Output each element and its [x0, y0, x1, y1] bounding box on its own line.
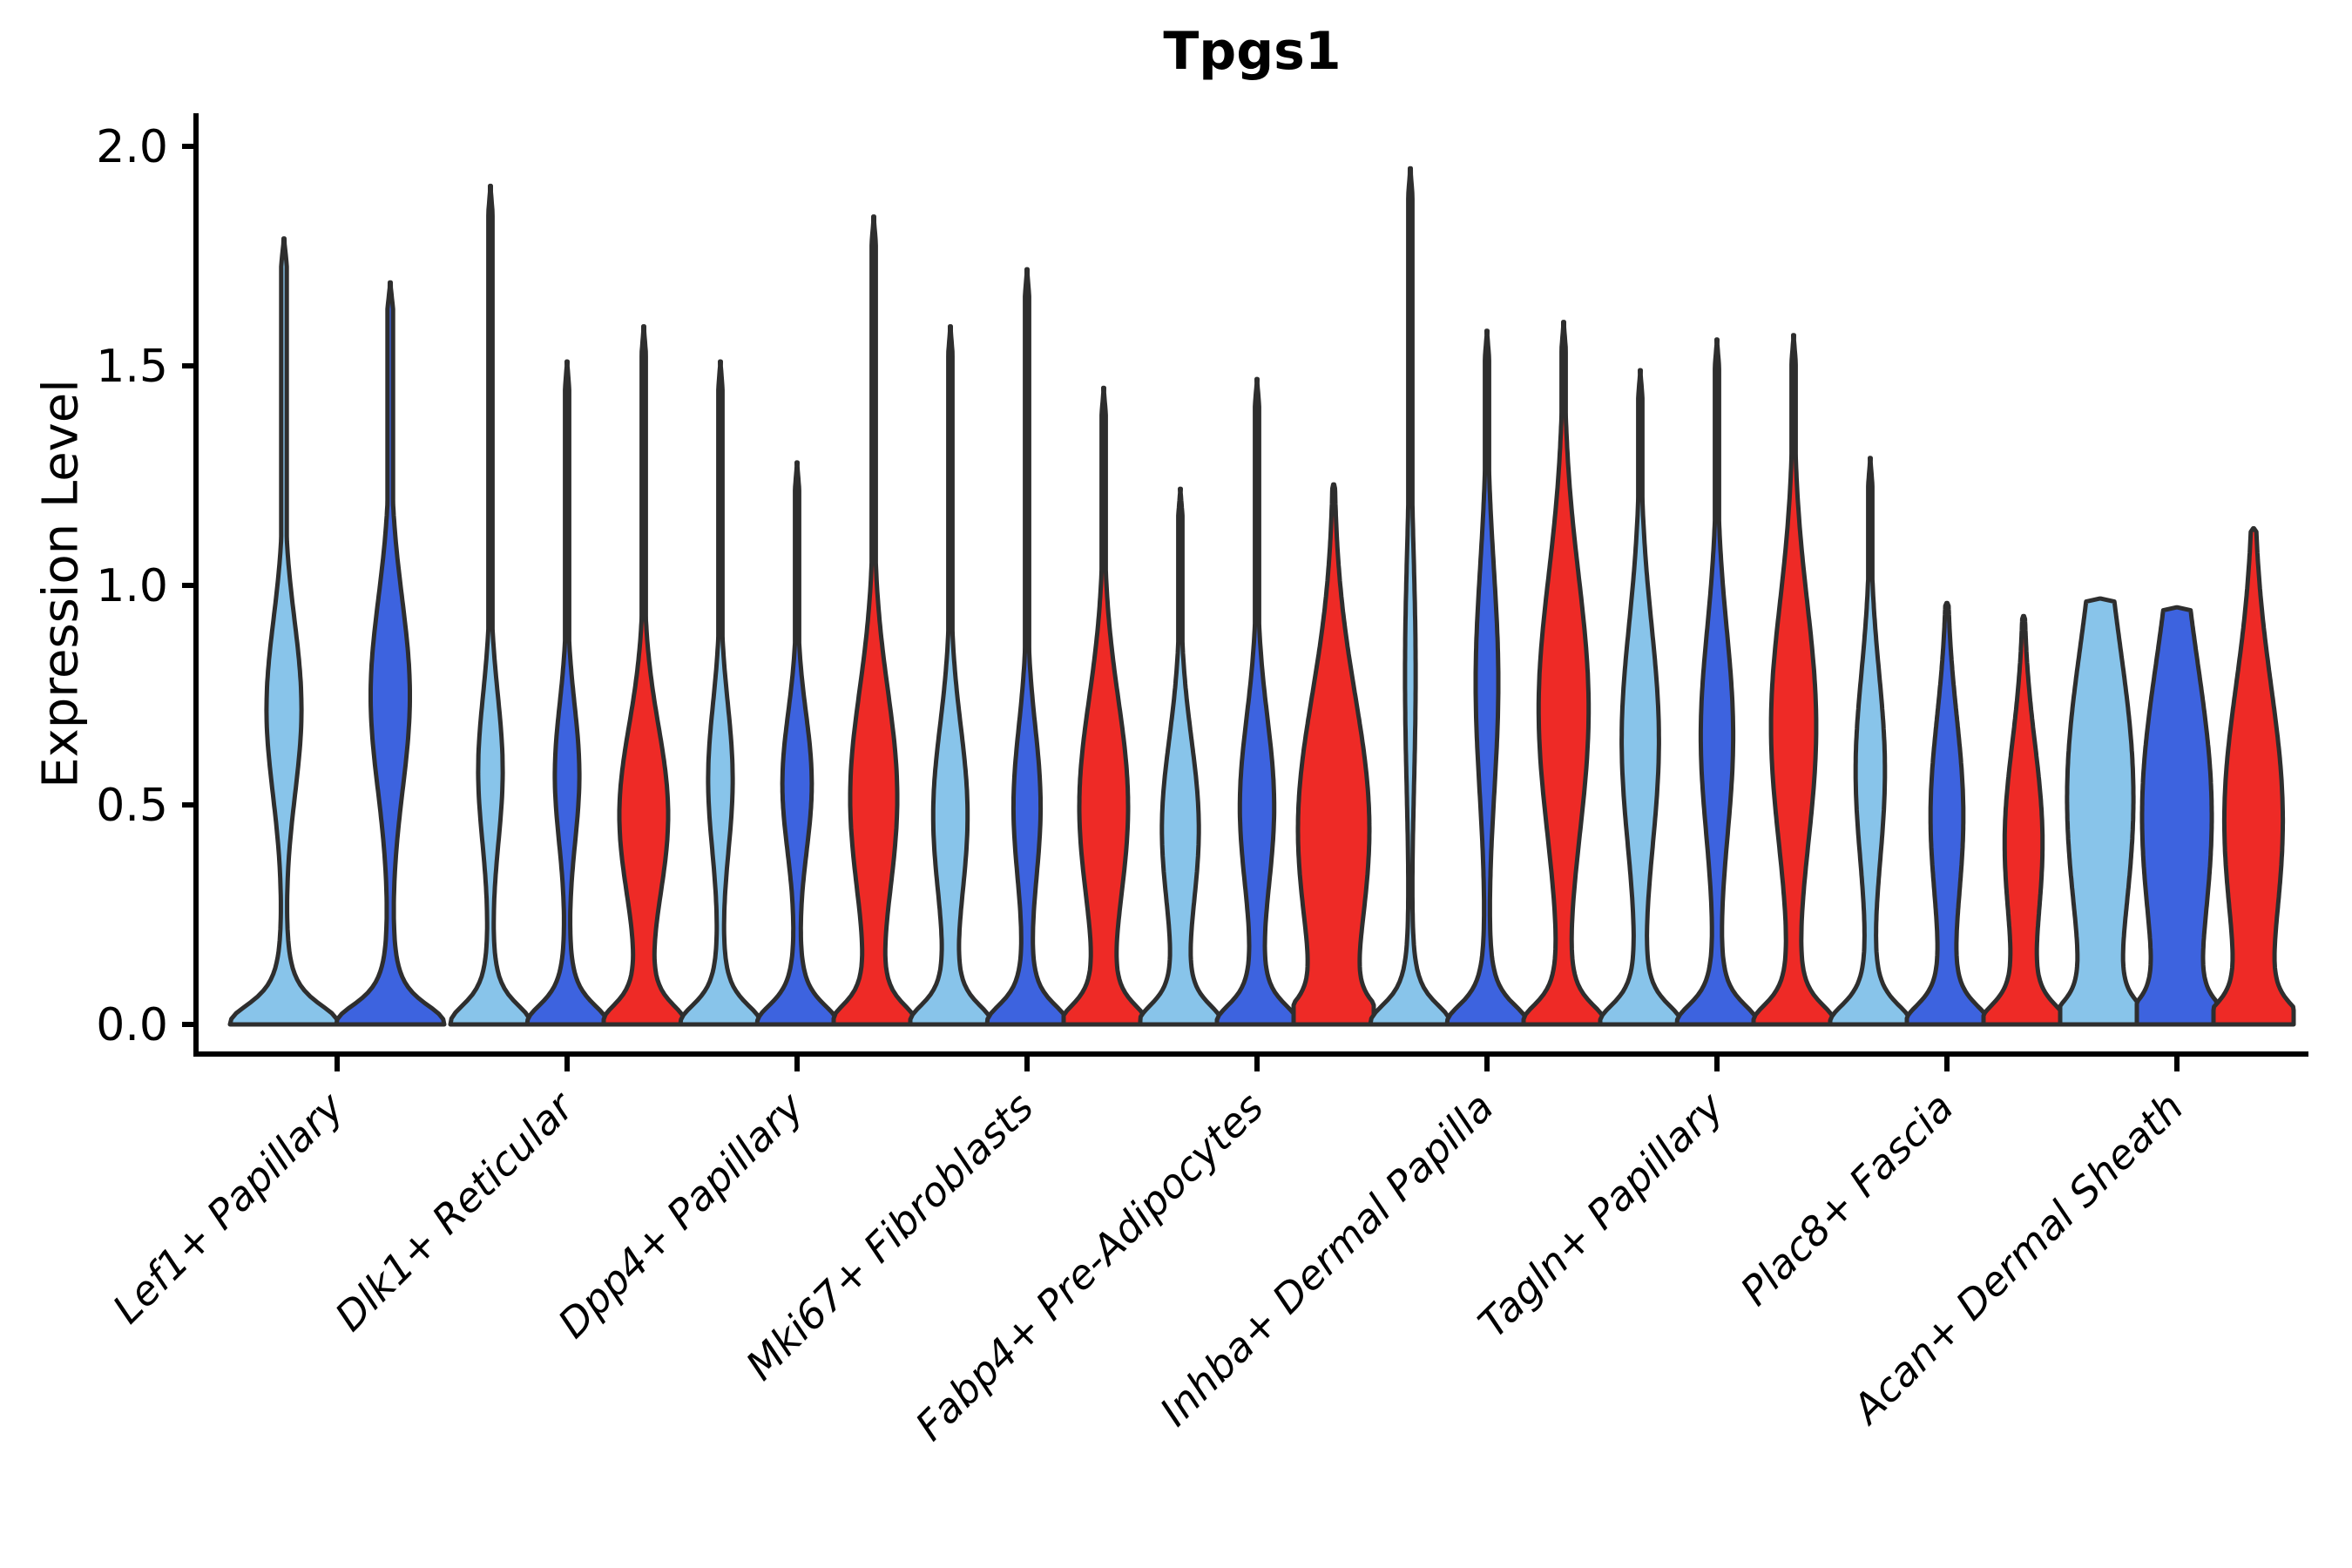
violin-inhba-dermal-papilla-sample2 — [1444, 328, 1530, 1027]
violin-tagln-papillary-sample1 — [1598, 368, 1683, 1027]
chart-title: Tpgs1 — [1163, 21, 1342, 82]
y-tick-label: 1.5 — [96, 341, 168, 393]
violin-acan-dermal-sheath-sample3 — [2211, 526, 2296, 1027]
violin-mki67-fibroblasts-sample3 — [1061, 385, 1146, 1027]
x-tick-label: Tagln+ Papillary — [1469, 1083, 1733, 1347]
violin-fabp4-pre-adipocytes-sample3 — [1291, 482, 1376, 1027]
violin-tagln-papillary-sample3 — [1751, 333, 1836, 1027]
violin-lef1-papillary-sample1 — [227, 236, 341, 1027]
violin-dlk1-reticular-sample3 — [601, 324, 686, 1027]
violin-dpp4-papillary-sample1 — [678, 359, 763, 1027]
y-tick-label: 0.0 — [96, 999, 168, 1051]
x-tick-label: Dlk1+ Reticular — [326, 1081, 585, 1340]
violin-inhba-dermal-papilla-sample1 — [1368, 166, 1453, 1027]
violin-tagln-papillary-sample2 — [1674, 337, 1760, 1027]
violin-fabp4-pre-adipocytes-sample1 — [1138, 486, 1223, 1027]
violin-acan-dermal-sheath-sample1 — [2058, 596, 2143, 1027]
violin-mki67-fibroblasts-sample1 — [908, 324, 993, 1027]
x-tick-label: Dpp4+ Papillary — [549, 1083, 813, 1347]
violin-acan-dermal-sheath-sample2 — [2134, 605, 2220, 1027]
x-tick-label: Lef1+ Papillary — [104, 1083, 353, 1332]
y-tick-label: 1.0 — [96, 560, 168, 612]
violin-plac8-fascia-sample1 — [1828, 456, 1913, 1027]
x-tick-label: Plac8+ Fascia — [1731, 1084, 1962, 1315]
violin-plac8-fascia-sample2 — [1904, 600, 1990, 1027]
violin-inhba-dermal-papilla-sample3 — [1521, 320, 1606, 1027]
violin-dpp4-papillary-sample3 — [831, 214, 916, 1027]
violin-dlk1-reticular-sample1 — [448, 183, 533, 1027]
violin-mki67-fibroblasts-sample2 — [984, 267, 1070, 1027]
violin-dlk1-reticular-sample2 — [524, 359, 610, 1027]
violin-dpp4-papillary-sample2 — [754, 460, 840, 1027]
violin-plac8-fascia-sample3 — [1981, 613, 2066, 1027]
y-tick-label: 0.5 — [96, 780, 168, 832]
violin-fabp4-pre-adipocytes-sample2 — [1214, 376, 1300, 1027]
y-tick-label: 2.0 — [96, 121, 168, 173]
y-axis-label: Expression Level — [32, 379, 90, 788]
violin-lef1-papillary-sample2 — [334, 280, 447, 1027]
